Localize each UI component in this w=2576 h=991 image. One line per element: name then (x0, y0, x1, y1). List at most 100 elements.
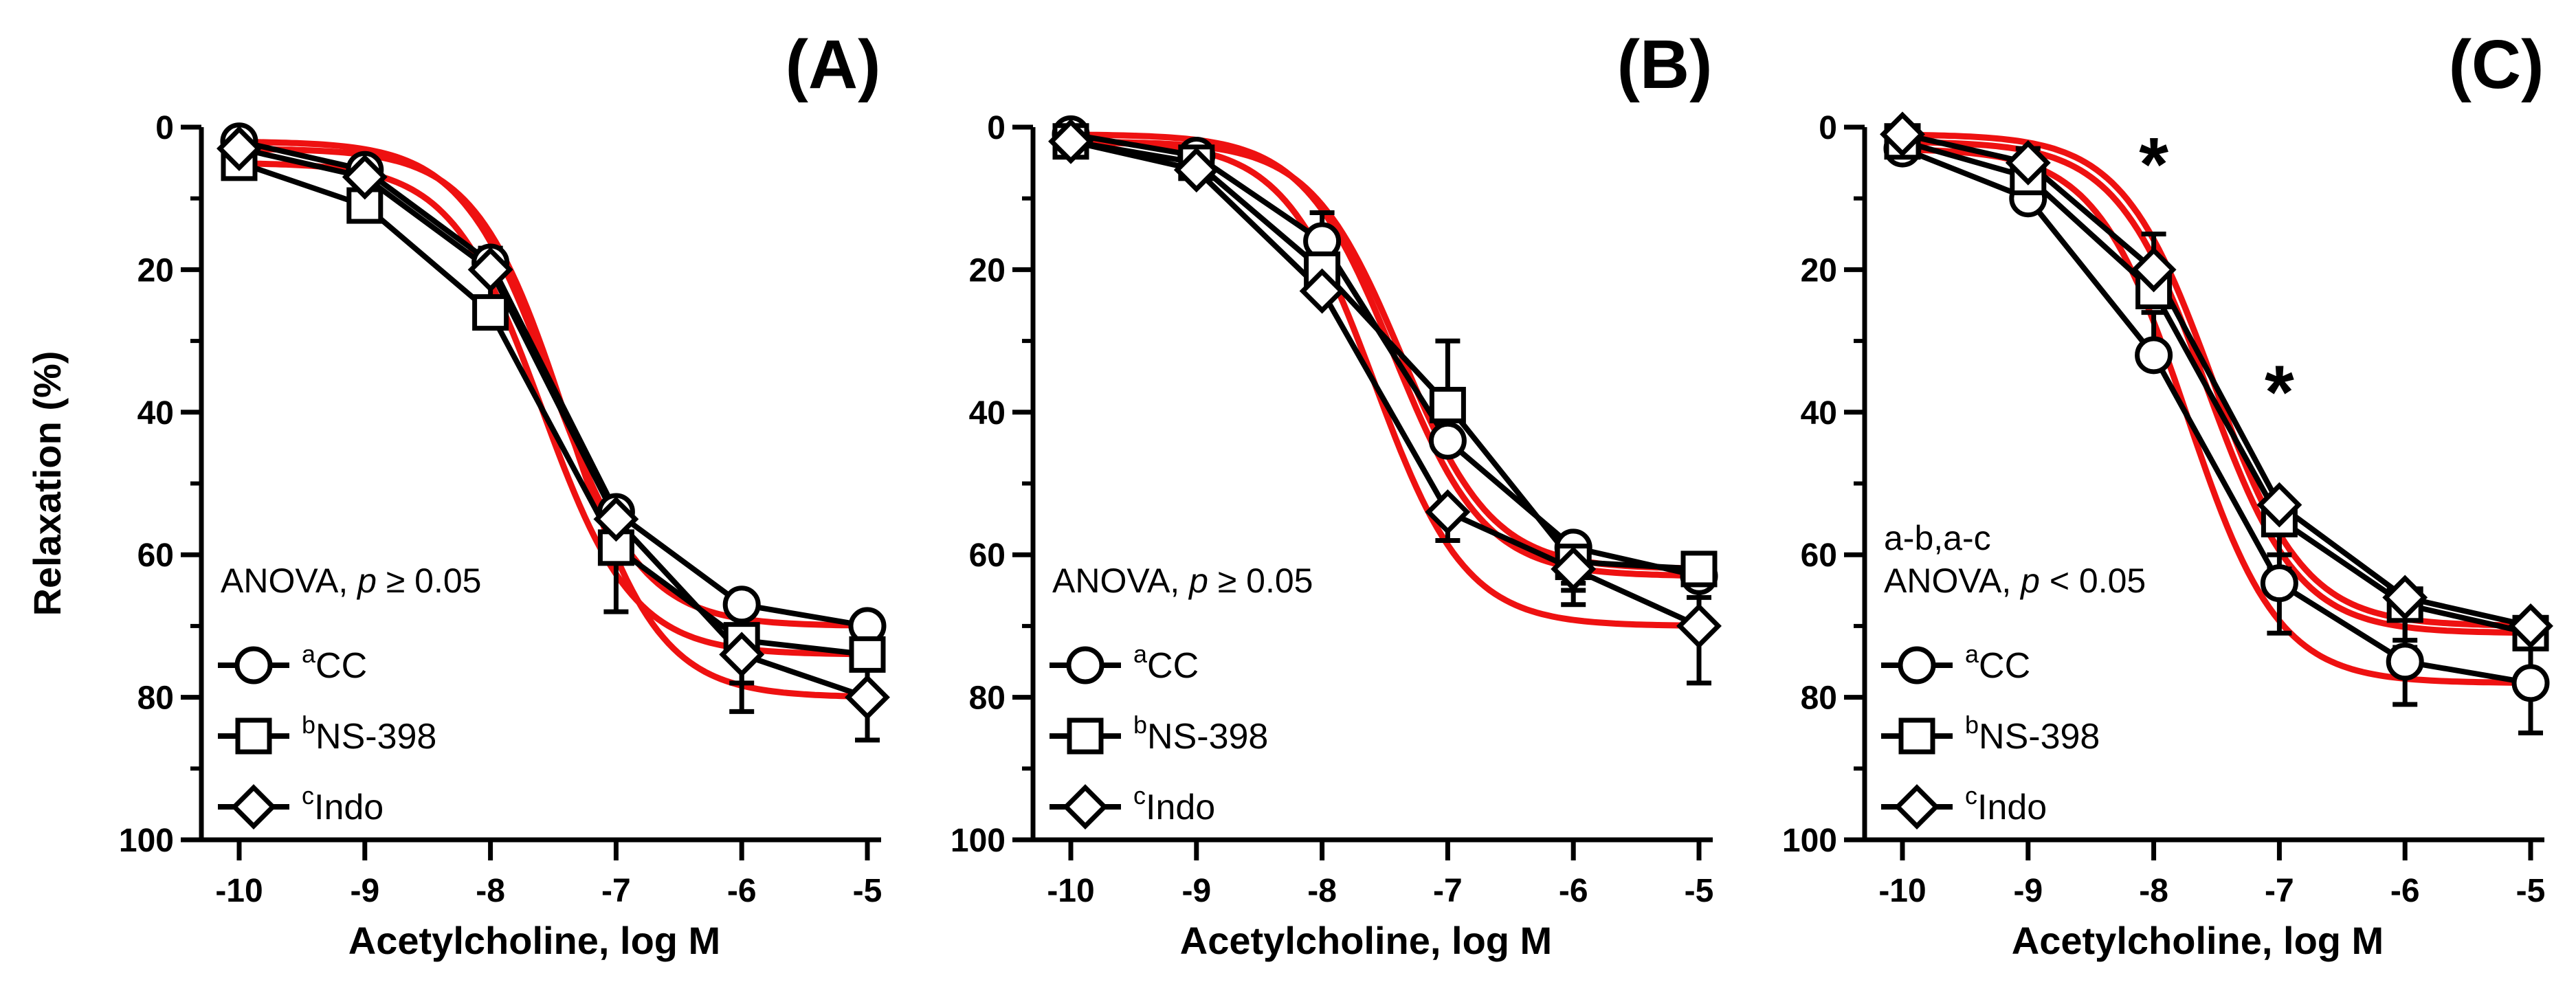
data-point-indo (1880, 111, 1925, 157)
fit-curve-ns-398 (1902, 139, 2531, 636)
legend-superscript: a (1965, 640, 1979, 668)
x-axis-title: Acetylcholine, log M (348, 919, 720, 962)
significance-marker: * (2265, 350, 2294, 435)
data-point-indo (1299, 268, 1345, 314)
legend-marker-ns-398 (1067, 717, 1104, 755)
y-tick-label: 0 (155, 110, 174, 146)
x-tick-label: -8 (2139, 873, 2168, 909)
legend-marker-cc (234, 646, 273, 684)
data-point-indo (719, 632, 765, 678)
data-point-indo (845, 674, 890, 720)
anova-label: ANOVA, (1884, 561, 2021, 600)
fit-curve-indo (1070, 139, 1699, 629)
series-line-indo (238, 146, 869, 700)
data-point-indo (1676, 603, 1722, 649)
legend-superscript: c (302, 781, 314, 810)
chart-panel-3: 0 20 40 60 80 100 -10 -9 -8 -7 -6 -5 Acetylcholine, … (1782, 26, 2553, 962)
chart-panel-2: 0 20 40 60 80 100 -10 -9 -8 -7 -6 -5 Acetylcholine, … (951, 26, 1722, 962)
y-tick-label: 100 (119, 823, 174, 859)
x-tick-label: -7 (2265, 873, 2294, 909)
anova-annotation: ANOVA, p < 0.05 (1884, 561, 2146, 600)
y-tick-label: 80 (137, 680, 174, 717)
legend-entry-indo: cIndo (302, 781, 384, 827)
legend-entry-cc: aCC (1133, 640, 1199, 686)
legend-entry-indo: cIndo (1965, 781, 2047, 827)
legend-label: NS-398 (315, 717, 436, 757)
series-line-cc (238, 138, 868, 629)
y-tick-label: 0 (987, 110, 1006, 146)
data-point-cc (2386, 643, 2424, 681)
data-point-indo (2508, 603, 2553, 649)
x-tick-label: -5 (2516, 873, 2546, 909)
x-tick-label: -6 (2390, 873, 2420, 909)
data-point-ns-398 (472, 294, 509, 331)
anova-annotation: ANOVA, p ≥ 0.05 (1052, 561, 1313, 600)
series-line-indo (1902, 131, 2531, 629)
legend-superscript: c (1133, 781, 1146, 810)
legend-label: NS-398 (1147, 717, 1268, 757)
p-value: ≥ 0.05 (377, 561, 482, 600)
x-tick-label: -7 (601, 873, 631, 909)
legend-label: Indo (1146, 788, 1215, 827)
data-point-indo (2382, 575, 2428, 621)
x-tick-label: -10 (1878, 873, 1926, 909)
legend-entry-indo: cIndo (1133, 781, 1215, 827)
legend-label: CC (1979, 646, 2030, 686)
fit-curve-cc (1070, 131, 1700, 579)
x-tick-label: -6 (727, 873, 757, 909)
series-line-cc (1070, 131, 1700, 579)
legend-entry-cc: aCC (1965, 640, 2030, 686)
fit-curve-ns-398 (238, 160, 867, 658)
p-symbol: p (2019, 561, 2040, 600)
y-tick-label: 60 (969, 537, 1006, 574)
series-line-ns-398 (238, 160, 868, 658)
legend-superscript: a (302, 640, 316, 668)
data-point-indo (2131, 247, 2177, 293)
y-tick-label: 60 (137, 537, 174, 574)
fit-curve-ns-398 (1071, 138, 1700, 572)
p-symbol: p (356, 561, 377, 600)
chart-panel-1: 0 20 40 60 80 100 -10 -9 -8 -7 -6 -5 Acetylcholine, … (25, 26, 890, 962)
y-tick-label: 100 (951, 823, 1006, 859)
legend-marker-indo (1894, 784, 1940, 829)
legend-entry-ns-398: bNS-398 (302, 711, 436, 757)
x-tick-label: -5 (853, 873, 882, 909)
legend-superscript: b (1133, 711, 1147, 739)
anova-annotation: ANOVA, p ≥ 0.05 (221, 561, 481, 600)
y-tick-label: 20 (137, 252, 174, 289)
data-point-indo (342, 154, 388, 200)
data-point-indo (1048, 118, 1093, 164)
x-tick-label: -10 (1047, 873, 1094, 909)
significance-marker: * (2139, 122, 2168, 207)
data-point-cc (2135, 336, 2173, 375)
x-tick-label: -9 (2013, 873, 2043, 909)
y-axis-title: Relaxation (%) (25, 351, 69, 616)
panel-label: (B) (1617, 26, 1713, 103)
data-point-indo (2005, 140, 2051, 186)
x-tick-label: -7 (1433, 873, 1463, 909)
y-tick-label: 80 (1801, 680, 1837, 717)
legend-marker-ns-398 (1898, 717, 1935, 755)
p-symbol: p (1188, 561, 1208, 600)
data-point-cc (2511, 664, 2550, 702)
data-point-ns-398 (1680, 550, 1718, 588)
x-tick-label: -8 (1307, 873, 1337, 909)
data-point-indo (1425, 489, 1471, 535)
panel-label: (C) (2449, 26, 2544, 103)
y-tick-label: 0 (1819, 110, 1837, 146)
legend-label: Indo (1977, 788, 2047, 827)
y-tick-label: 60 (1801, 537, 1837, 574)
legend-label: Indo (314, 788, 384, 827)
data-point-indo (216, 126, 262, 172)
x-tick-label: -5 (1685, 873, 1714, 909)
series-line-indo (1070, 138, 1700, 629)
y-tick-label: 40 (1801, 395, 1837, 432)
series-line-ns-398 (1901, 138, 2531, 636)
x-tick-label: -9 (1181, 873, 1211, 909)
legend-marker-ns-398 (235, 717, 272, 755)
legend-label: CC (1147, 646, 1199, 686)
